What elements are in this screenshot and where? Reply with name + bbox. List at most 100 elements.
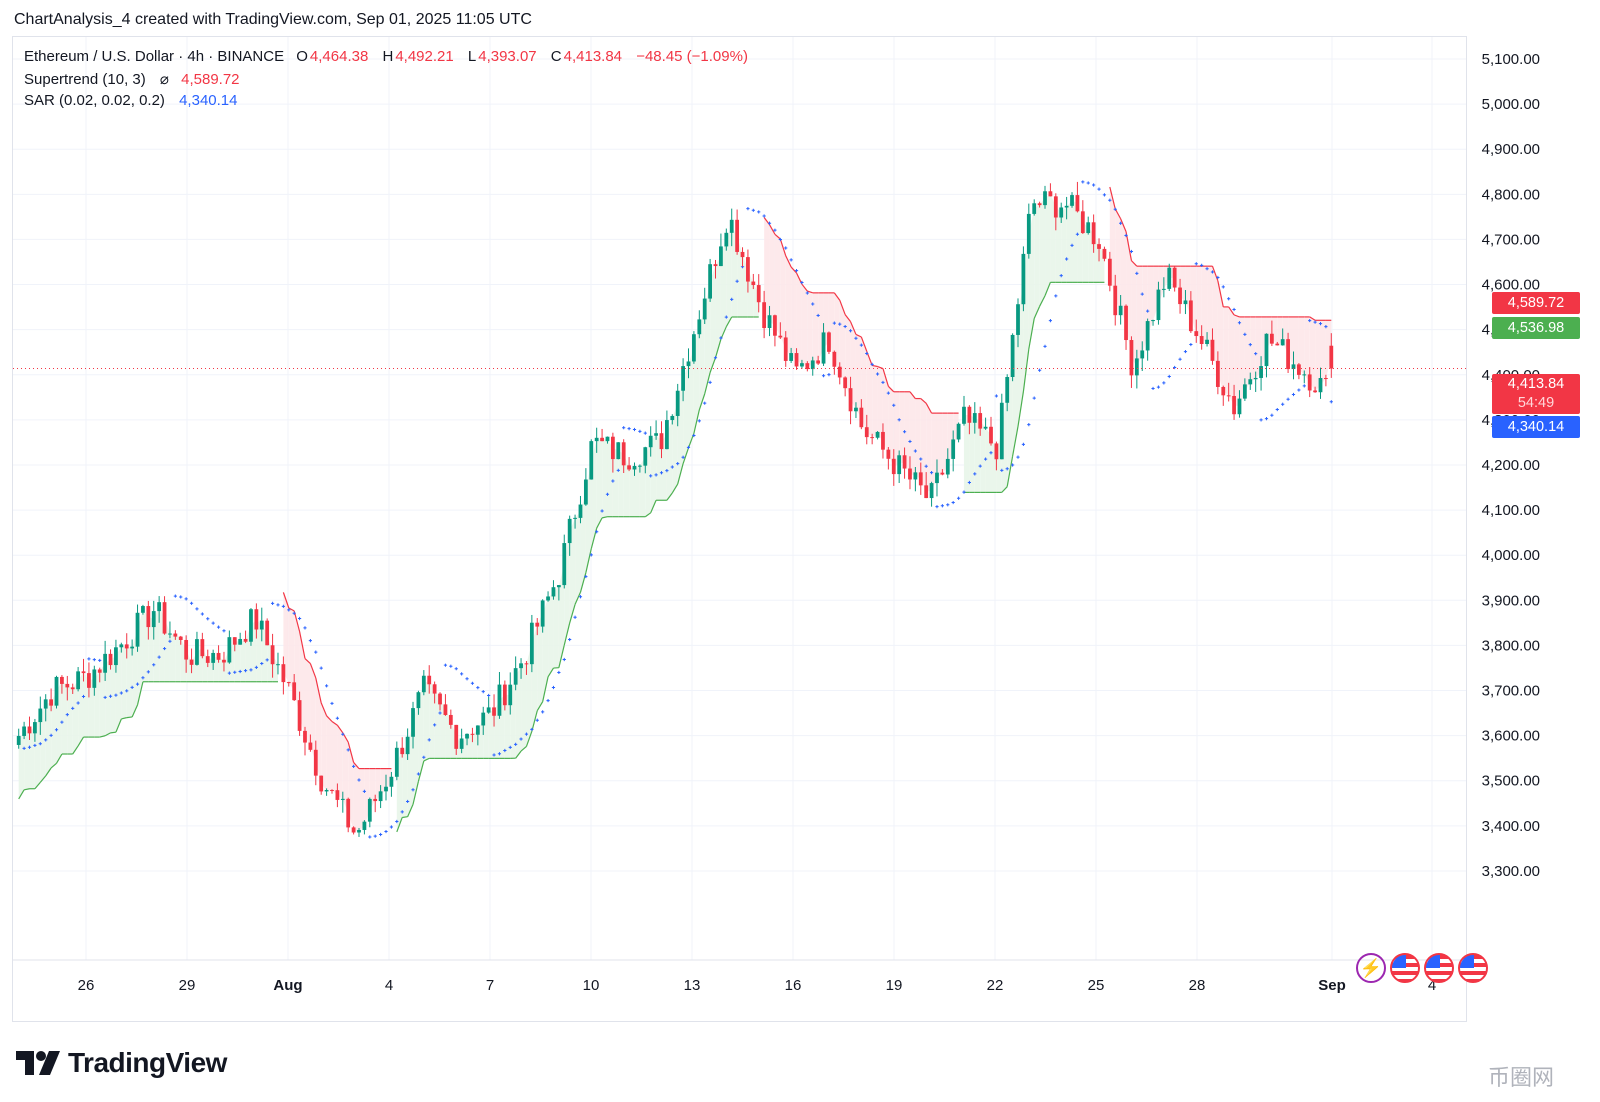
sar-dot [1070, 243, 1074, 247]
sar-dot [940, 504, 944, 508]
supertrend-segment [671, 483, 679, 494]
sar-dot [1043, 344, 1047, 348]
supertrend-segment [909, 391, 916, 399]
supertrend-fill-segment [774, 234, 781, 337]
us-flag-icon[interactable] [1390, 953, 1420, 983]
supertrend-segment [126, 716, 133, 719]
candle-body [448, 714, 453, 725]
candle-body [670, 415, 675, 421]
supertrend-fill-segment [353, 762, 360, 832]
hidden-toggle-icon[interactable]: ⌀ [159, 71, 169, 88]
sar-dot [848, 329, 853, 333]
supertrend-fill-segment [1315, 320, 1321, 392]
supertrend-fill-segment [234, 640, 241, 682]
sar-dot [1286, 397, 1290, 401]
candle-body [400, 747, 405, 755]
supertrend-fill-segment [126, 646, 133, 718]
supertrend-segment [288, 607, 295, 612]
candle-body [724, 232, 729, 247]
sar-dot [1092, 183, 1096, 187]
sar-dot [1038, 368, 1042, 372]
supertrend-fill-segment [429, 680, 435, 759]
supertrend-segment [520, 746, 527, 752]
legend-open-label: O [296, 48, 308, 65]
sar-dot [346, 748, 350, 752]
candle-body [184, 639, 189, 660]
legend-symbol: Ethereum / U.S. Dollar · 4h · BINANCE [24, 48, 285, 65]
supertrend-segment [1109, 186, 1116, 210]
us-flag-icon[interactable] [1458, 953, 1488, 983]
supertrend-fill-segment [310, 663, 316, 763]
supertrend-value: 4,589.72 [181, 71, 240, 88]
supertrend-fill-segment [899, 391, 905, 465]
supertrend-fill-segment [688, 347, 694, 448]
supertrend-segment [872, 364, 878, 368]
candle-body [999, 402, 1004, 460]
candle-body [978, 413, 983, 429]
candle-body [886, 449, 891, 459]
supertrend-fill-segment [115, 645, 122, 733]
supertrend-fill-segment [24, 729, 30, 790]
supertrend-segment [569, 604, 576, 624]
candle-body [335, 790, 340, 800]
supertrend-segment [347, 741, 355, 763]
supertrend-segment [336, 724, 344, 734]
candle-body [794, 353, 799, 367]
candle-body [870, 437, 875, 439]
supertrend-segment [77, 736, 85, 747]
sar-dot [897, 418, 901, 422]
supertrend-fill-segment [61, 680, 68, 755]
us-flag-icon[interactable] [1424, 953, 1454, 983]
sar-dot [1173, 365, 1177, 370]
supertrend-fill-segment [67, 685, 73, 755]
candle-body [162, 602, 167, 634]
candle-body [610, 436, 615, 460]
sar-dot [724, 315, 728, 319]
candle-body [502, 684, 507, 706]
candle-body [746, 257, 750, 282]
candle-body [421, 675, 426, 693]
sar-dot [924, 464, 928, 468]
supertrend-segment [574, 592, 582, 605]
supertrend-fill-segment [207, 657, 214, 682]
supertrend-segment [1006, 456, 1014, 487]
sar-dot [98, 658, 102, 663]
sar-dot [632, 427, 637, 432]
sar-dot [1119, 221, 1123, 225]
supertrend-fill-segment [142, 609, 149, 682]
supertrend-fill-segment [629, 467, 635, 517]
tradingview-logo[interactable]: TradingView [16, 1047, 227, 1079]
candle-body [1302, 374, 1307, 376]
sar-dot [319, 666, 323, 670]
supertrend-segment [1044, 282, 1051, 296]
lightning-icon[interactable]: ⚡ [1356, 953, 1386, 983]
sar-dot [395, 819, 399, 824]
supertrend-fill-segment [110, 656, 116, 733]
sar-dot [805, 291, 809, 295]
supertrend-segment [282, 592, 290, 609]
sar-dot [76, 701, 80, 705]
supertrend-segment [542, 676, 549, 702]
candle-body [864, 427, 869, 438]
supertrend-segment [1039, 295, 1046, 307]
candle-body [1075, 195, 1080, 212]
sar-dot [27, 745, 32, 749]
sar-dot [1102, 193, 1107, 197]
supertrend-fill-segment [218, 656, 224, 682]
supertrend-segment [531, 710, 538, 732]
supertrend-segment [887, 385, 895, 393]
legend-supertrend[interactable]: Supertrend (10, 3) ⌀ 4,589.72 [24, 70, 242, 88]
supertrend-segment [1028, 318, 1035, 350]
sar-dot [222, 629, 226, 633]
supertrend-segment [136, 681, 144, 705]
legend-sar[interactable]: SAR (0.02, 0.02, 0.2) 4,340.14 [24, 92, 239, 109]
sar-dot [1302, 384, 1306, 388]
sar-dot [983, 457, 988, 461]
sar-dot [573, 615, 577, 619]
sar-dot [1329, 400, 1333, 404]
sar-dot [789, 258, 793, 262]
sar-dot [168, 639, 172, 643]
sar-dot [638, 429, 642, 433]
supertrend-fill-segment [812, 292, 819, 365]
